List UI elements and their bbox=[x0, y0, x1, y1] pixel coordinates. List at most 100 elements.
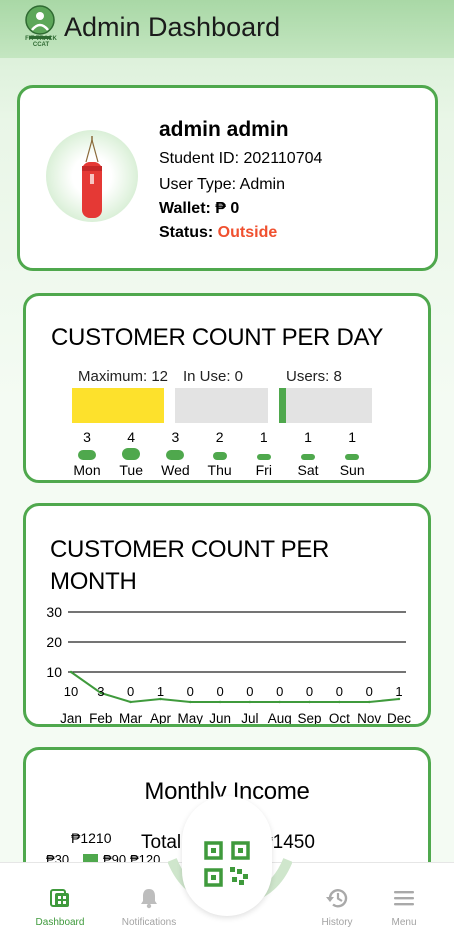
data-point bbox=[218, 700, 222, 704]
x-tick-label: Nov bbox=[357, 711, 381, 724]
nav-dashboard[interactable]: Dashboard bbox=[25, 887, 95, 928]
data-label: 0 bbox=[366, 684, 373, 699]
history-icon bbox=[326, 889, 348, 908]
day-label: Sat bbox=[297, 462, 319, 478]
data-label: 0 bbox=[127, 684, 134, 699]
usage-bar-fill bbox=[279, 388, 287, 423]
data-point bbox=[308, 700, 311, 704]
data-label: 1 bbox=[395, 684, 402, 699]
in-use-bar bbox=[175, 388, 268, 423]
dashboard-icon bbox=[50, 889, 69, 907]
day-column-mon: 3 Mon bbox=[67, 429, 107, 478]
wallet-value: ₱ 0 bbox=[215, 200, 240, 217]
day-count-bar bbox=[166, 450, 185, 460]
day-card-title: CUSTOMER COUNT PER DAY bbox=[51, 324, 384, 351]
total-income-label: Total I bbox=[141, 832, 192, 853]
bell-icon bbox=[141, 889, 157, 909]
series-line bbox=[70, 671, 400, 704]
day-count-bar bbox=[122, 448, 141, 460]
income-label-1210: ₱1210 bbox=[71, 830, 112, 846]
users-bar bbox=[279, 388, 372, 423]
in-use-label: In Use: 0 bbox=[183, 368, 244, 385]
day-count-value: 3 bbox=[171, 429, 180, 445]
x-tick-label: Sep bbox=[298, 711, 322, 724]
data-label: 0 bbox=[336, 684, 343, 699]
profile-name: admin admin bbox=[159, 118, 289, 141]
day-count-bar bbox=[78, 450, 96, 460]
day-column-fri: 1 Fri bbox=[244, 429, 284, 478]
data-label: 0 bbox=[216, 684, 223, 699]
data-label: 0 bbox=[306, 684, 313, 699]
day-count-value: 1 bbox=[304, 429, 312, 445]
status-line: Status: Outside bbox=[159, 224, 278, 241]
day-count-value: 1 bbox=[348, 429, 357, 445]
day-column-wed: 3 Wed bbox=[155, 429, 195, 478]
data-point bbox=[159, 697, 162, 701]
day-label: Mon bbox=[73, 462, 101, 478]
nav-history[interactable]: History bbox=[302, 887, 372, 928]
data-point bbox=[99, 691, 103, 695]
qr-scan-button[interactable] bbox=[182, 796, 272, 916]
logo-text: FIT-TRACK CCAT bbox=[25, 36, 57, 48]
punching-bag-icon bbox=[82, 136, 102, 218]
fit-track-logo-icon bbox=[25, 5, 55, 39]
data-label: 0 bbox=[276, 684, 283, 699]
month-card-title: CUSTOMER COUNT PER MONTH bbox=[50, 536, 330, 595]
x-tick-label: Jan bbox=[60, 711, 82, 724]
customer-count-per-day-card: CUSTOMER COUNT PER DAY Maximum: 12 In Us… bbox=[23, 293, 431, 483]
x-tick-label: Apr bbox=[150, 711, 172, 724]
day-count-bar bbox=[212, 452, 227, 460]
day-column-sat: 1 Sat bbox=[288, 429, 328, 478]
hamburger-menu-icon bbox=[394, 891, 414, 906]
status-value: Outside bbox=[217, 224, 278, 241]
nav-menu-label: Menu bbox=[391, 917, 417, 928]
data-label: 3 bbox=[97, 684, 104, 699]
income-legend-swatch bbox=[83, 854, 98, 865]
day-label: Tue bbox=[119, 462, 143, 478]
data-point bbox=[69, 670, 73, 674]
day-count-value: 4 bbox=[127, 429, 136, 445]
day-label: Wed bbox=[161, 462, 190, 478]
day-label: Fri bbox=[255, 462, 272, 478]
nav-notifications-label: Notifications bbox=[121, 917, 177, 928]
nav-menu[interactable]: Menu bbox=[369, 887, 439, 928]
x-tick-label: Aug bbox=[268, 711, 292, 724]
total-income-value: ₱1450 bbox=[260, 832, 315, 853]
x-tick-label: Dec bbox=[387, 711, 411, 724]
x-tick-label: Jul bbox=[241, 711, 258, 724]
day-count-bar bbox=[256, 454, 271, 460]
user-type-line: User Type: Admin bbox=[159, 176, 285, 193]
maximum-bar bbox=[72, 388, 164, 423]
avatar bbox=[46, 130, 138, 222]
data-point bbox=[397, 697, 401, 701]
profile-card: admin admin Student ID: 202110704 User T… bbox=[17, 85, 438, 271]
data-label: 10 bbox=[64, 684, 78, 699]
day-count-value: 2 bbox=[215, 429, 224, 445]
day-column-sun: 1 Sun bbox=[332, 429, 372, 478]
y-tick-label: 10 bbox=[46, 664, 62, 680]
y-tick-label: 30 bbox=[46, 604, 62, 620]
day-count-bar bbox=[345, 454, 360, 460]
x-tick-label: Feb bbox=[89, 711, 112, 724]
users-label: Users: 8 bbox=[286, 368, 342, 385]
nav-notifications[interactable]: Notifications bbox=[114, 887, 184, 928]
data-point bbox=[278, 700, 281, 704]
data-point bbox=[338, 700, 341, 704]
day-count-value: 3 bbox=[83, 429, 91, 445]
student-id-line: Student ID: 202110704 bbox=[159, 150, 323, 167]
data-point bbox=[189, 700, 192, 704]
student-id-value: 202110704 bbox=[243, 150, 323, 167]
y-tick-label: 20 bbox=[46, 634, 62, 650]
nav-dashboard-label: Dashboard bbox=[35, 917, 85, 928]
user-type-value: Admin bbox=[239, 176, 285, 193]
data-label: 0 bbox=[246, 684, 253, 699]
day-label: Sun bbox=[339, 462, 365, 478]
customer-count-per-month-card: CUSTOMER COUNT PER MONTH 10 20 30 10 3 0 1 0 0 0 0… bbox=[23, 503, 431, 727]
data-label: 1 bbox=[157, 684, 164, 699]
x-tick-label: Oct bbox=[329, 711, 350, 724]
day-label: Thu bbox=[207, 462, 232, 478]
data-point bbox=[248, 700, 252, 704]
day-column-tue: 4 Tue bbox=[111, 429, 151, 478]
qr-code-icon bbox=[204, 841, 250, 887]
